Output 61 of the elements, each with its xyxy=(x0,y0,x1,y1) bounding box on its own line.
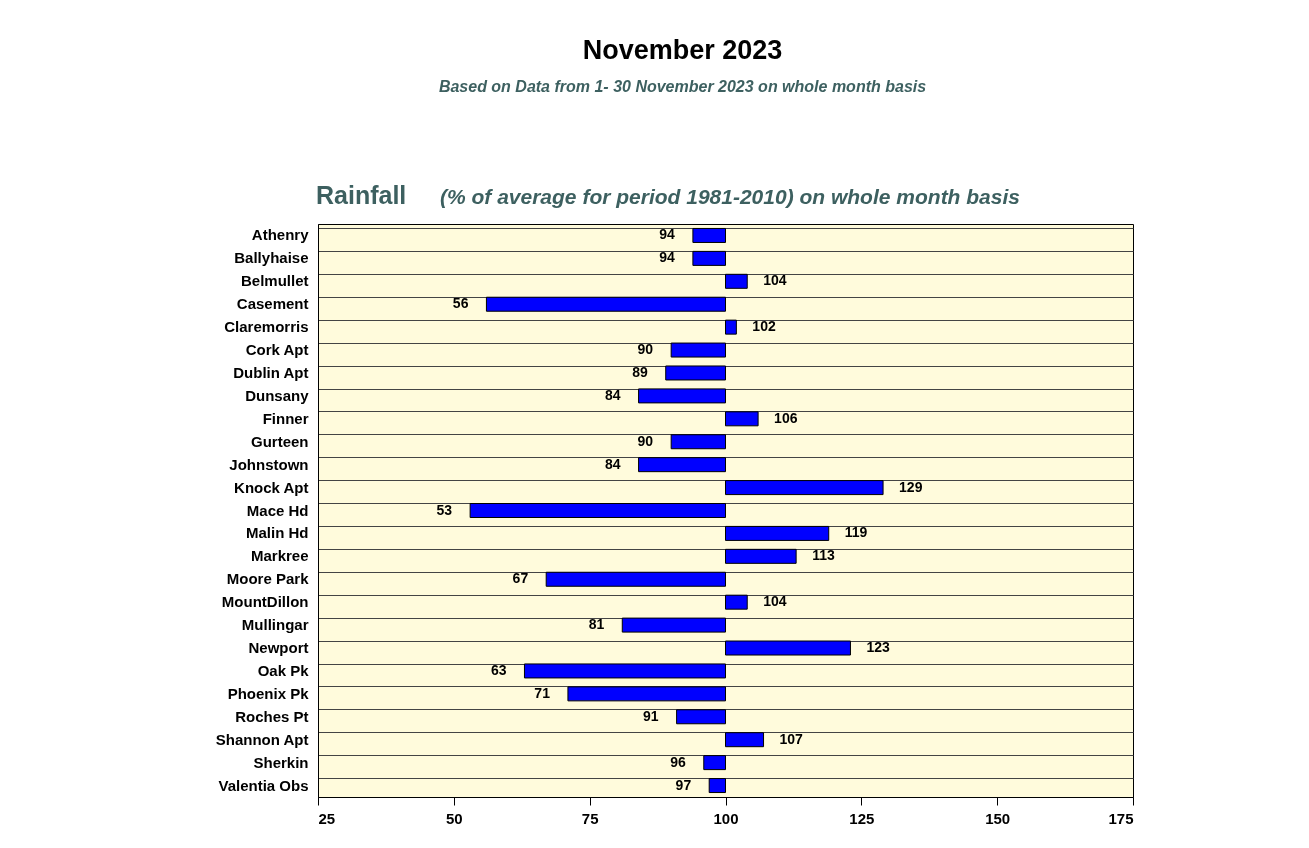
y-tick-label: Newport xyxy=(248,639,309,657)
text: (% of average for period 1981-2010) on whole month basis xyxy=(440,185,1020,208)
y-tick-label: Mullingar xyxy=(241,616,309,634)
data-label: 104 xyxy=(763,272,787,289)
x-tick-label: 75 xyxy=(581,809,599,827)
data-label: 63 xyxy=(490,661,507,678)
y-tick-label: Claremorris xyxy=(224,318,309,336)
y-tick-label: Malin Hd xyxy=(246,524,309,542)
y-tick-label: Oak Pk xyxy=(257,661,310,679)
data-label: 113 xyxy=(812,547,835,564)
x-tick-label: 50 xyxy=(445,809,463,827)
data-label: 94 xyxy=(659,249,676,266)
text: Rainfall xyxy=(316,181,407,209)
data-label: 102 xyxy=(752,318,776,335)
data-label: 97 xyxy=(675,776,692,793)
y-tick-label: Athenry xyxy=(251,226,310,244)
data-label: 104 xyxy=(763,593,787,610)
y-tick-label: Sherkin xyxy=(253,753,309,771)
chart-subtitle: Based on Data from 1- 30 November 2023 on whole month basis xyxy=(438,78,927,95)
y-tick-label: Dublin Apt xyxy=(233,363,309,381)
y-tick-label: Belmullet xyxy=(240,272,309,290)
data-label: 56 xyxy=(452,295,469,312)
y-tick-label: Casement xyxy=(236,295,309,313)
data-label: 90 xyxy=(637,432,654,449)
chart-title: November 2023 xyxy=(582,35,783,65)
x-tick-label: 175 xyxy=(1108,809,1134,827)
y-tick-label: Moore Park xyxy=(226,570,310,588)
data-label: 67 xyxy=(512,570,529,587)
y-tick-label: Markree xyxy=(250,547,309,565)
data-label: 71 xyxy=(534,684,551,701)
data-label: 90 xyxy=(637,341,654,358)
x-tick-label: 100 xyxy=(713,809,739,827)
y-tick-label: MountDillon xyxy=(221,593,309,611)
data-label: 89 xyxy=(632,363,648,380)
x-tick-label: 125 xyxy=(849,809,875,827)
data-label: 107 xyxy=(779,730,804,747)
y-tick-label: Shannon Apt xyxy=(215,730,309,748)
y-tick-label: Finner xyxy=(262,409,309,427)
data-label: 119 xyxy=(844,524,868,541)
data-label: 84 xyxy=(604,386,621,403)
data-label: 94 xyxy=(659,226,676,243)
y-tick-label: Mace Hd xyxy=(246,501,309,519)
data-label: 129 xyxy=(899,478,923,495)
x-tick-label: 150 xyxy=(985,809,1011,827)
y-tick-label: Knock Apt xyxy=(234,478,309,496)
x-tick-label: 25 xyxy=(318,809,336,827)
data-label: 81 xyxy=(588,616,605,633)
y-tick-label: Gurteen xyxy=(250,432,309,450)
y-tick-label: Roches Pt xyxy=(235,707,309,725)
y-tick-label: Phoenix Pk xyxy=(227,684,310,702)
data-label: 84 xyxy=(604,455,621,472)
data-label: 91 xyxy=(643,707,659,724)
y-tick-label: Johnstown xyxy=(229,455,309,473)
y-tick-label: Ballyhaise xyxy=(234,249,309,267)
y-tick-label: Cork Apt xyxy=(245,341,309,359)
data-label: 123 xyxy=(866,639,891,656)
data-label: 106 xyxy=(774,409,798,426)
data-label: 53 xyxy=(436,501,453,518)
data-label: 96 xyxy=(670,753,686,770)
y-tick-label: Dunsany xyxy=(245,386,310,404)
y-tick-label: Valentia Obs xyxy=(218,776,309,794)
